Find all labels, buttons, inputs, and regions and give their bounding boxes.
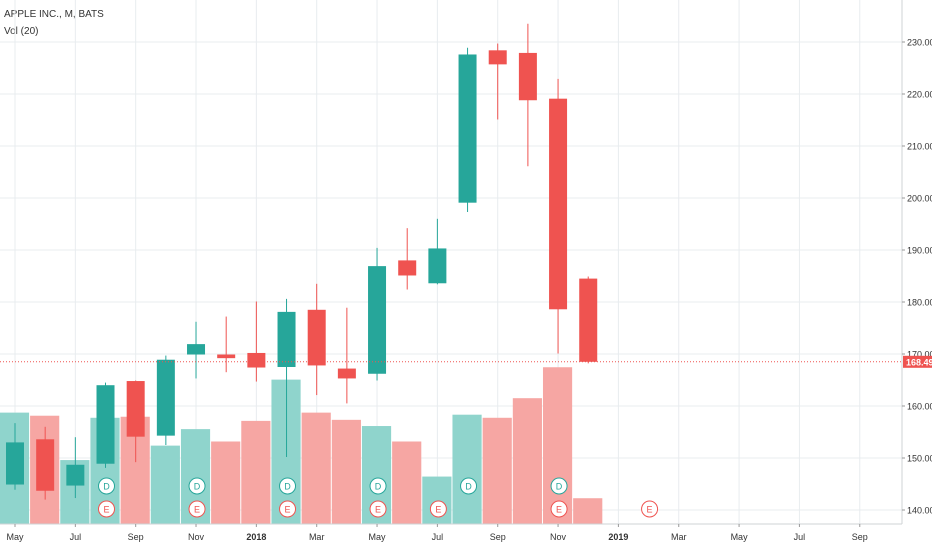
y-tick-label: 160.00 [907,402,932,412]
candle-body[interactable] [247,352,266,368]
earnings-marker[interactable] [429,500,447,518]
earnings-marker[interactable] [98,500,116,518]
volume-bar [452,414,482,524]
candle-body[interactable] [518,52,537,101]
y-tick-label: 220.00 [907,90,932,100]
x-tick-label: May [369,532,387,542]
earnings-marker[interactable] [641,500,659,518]
x-tick-label: Mar [671,532,687,542]
earnings-marker-label: E [104,505,110,515]
candle-body[interactable] [277,311,296,367]
x-tick-label: Nov [550,532,567,542]
symbol-title: APPLE INC., M, BATS [4,9,104,20]
volume-bar [241,420,271,524]
dividend-marker-label: D [103,482,110,492]
x-tick-label: Nov [188,532,205,542]
dividend-marker[interactable] [460,477,478,495]
earnings-marker[interactable] [279,500,297,518]
earnings-marker[interactable] [550,500,568,518]
x-tick-label: 2019 [608,532,628,542]
candle-body[interactable] [368,266,387,374]
x-tick-label: May [6,532,24,542]
earnings-marker[interactable] [369,500,387,518]
x-tick-label: May [731,532,749,542]
candle-body[interactable] [488,50,507,65]
x-tick-label: Sep [490,532,506,542]
candle-body[interactable] [187,344,206,355]
candle-body[interactable] [126,381,145,437]
volume-bar [150,445,180,524]
volume-bar [211,441,241,524]
volume-bar [542,367,573,524]
candle-body[interactable] [96,385,115,464]
candle-body[interactable] [307,309,326,366]
dividend-marker[interactable] [550,477,568,495]
earnings-marker-label: E [435,505,441,515]
earnings-marker-label: E [647,505,653,515]
dividend-marker[interactable] [279,477,297,495]
x-tick-label: Jul [432,532,444,542]
x-tick-label: Mar [309,532,325,542]
candle-body[interactable] [428,248,447,284]
x-tick-label: Sep [128,532,144,542]
dividend-marker-label: D [465,482,472,492]
x-tick-label: Jul [794,532,806,542]
earnings-marker-label: E [375,505,381,515]
y-tick-label: 200.00 [907,194,932,204]
y-tick-label: 170.00 [907,350,932,360]
candle-body[interactable] [66,464,85,486]
earnings-marker[interactable] [188,500,206,518]
volume-bar [482,417,512,524]
candle-body[interactable] [398,260,417,276]
dividend-marker-label: D [556,482,563,492]
candle-body[interactable] [579,278,598,362]
volume-bar [392,441,422,524]
dividend-marker-label: D [375,482,382,492]
earnings-marker-label: E [556,505,562,515]
last-price-label: 168.49 [906,357,932,367]
y-tick-label: 190.00 [907,246,932,256]
dividend-marker[interactable] [188,477,206,495]
dividend-marker[interactable] [369,477,387,495]
candle-body[interactable] [458,54,477,203]
y-tick-label: 230.00 [907,38,932,48]
x-tick-label: Jul [70,532,82,542]
candle-body[interactable] [156,359,175,436]
y-tick-label: 150.00 [907,454,932,464]
x-tick-label: Sep [852,532,868,542]
earnings-marker-label: E [194,505,200,515]
x-tick-label: 2018 [246,532,266,542]
volume-bar [301,412,331,524]
dividend-marker-label: D [194,482,201,492]
chart-legend: APPLE INC., M, BATS Vol (20) [4,6,104,40]
dividend-marker[interactable] [98,477,116,495]
last-price-badge [903,355,932,368]
dividend-marker-label: D [284,482,291,492]
candle-body[interactable] [549,98,568,310]
candle-body[interactable] [217,354,236,359]
volume-bar [573,498,603,524]
y-tick-label: 180.00 [907,298,932,308]
y-tick-label: 210.00 [907,142,932,152]
candle-body[interactable] [36,439,55,491]
volume-bar [512,398,542,524]
candle-body[interactable] [6,442,24,485]
volume-indicator-label: Vol (20) [4,26,39,37]
y-tick-label: 140.00 [907,506,932,516]
earnings-marker-label: E [285,505,291,515]
volume-bar [331,419,361,524]
candle-body[interactable] [337,368,356,379]
